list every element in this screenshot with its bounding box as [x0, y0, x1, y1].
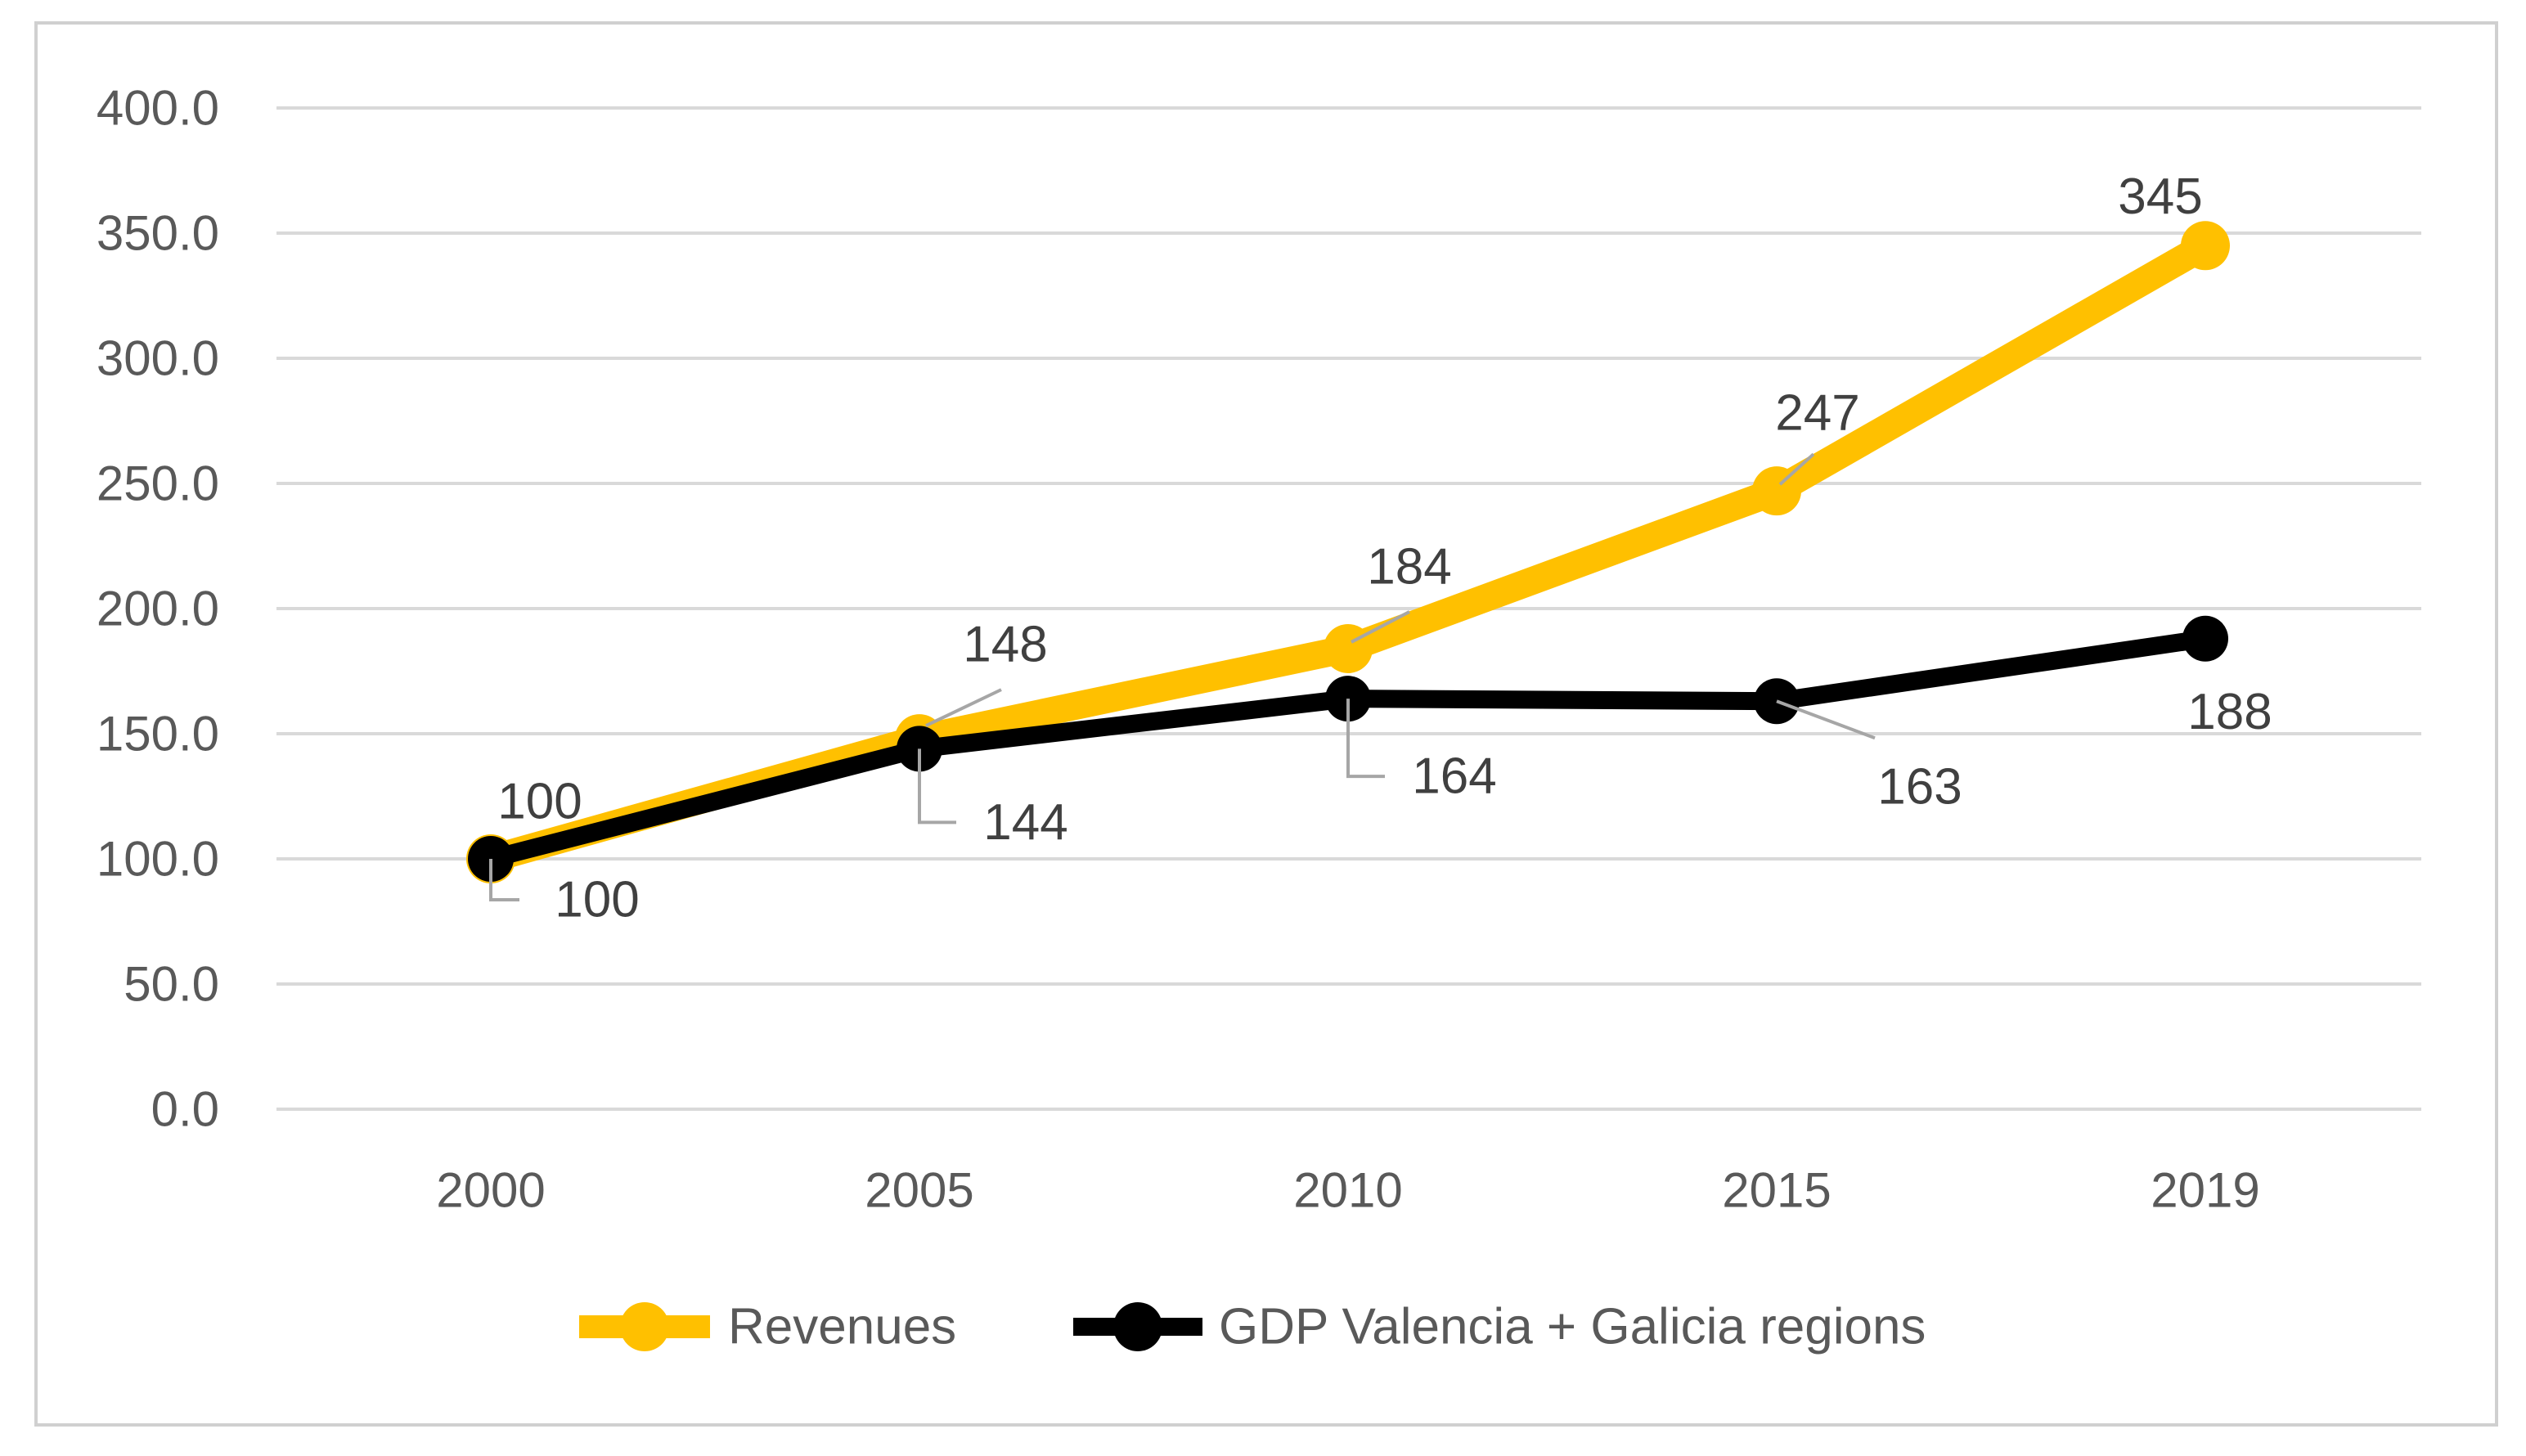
leader-line [1778, 452, 1815, 486]
y-tick-label: 50.0 [124, 957, 219, 1012]
data-point [1324, 623, 1373, 673]
data-point [1752, 466, 1801, 516]
legend-marker [620, 1302, 669, 1351]
data-label: 188 [2187, 684, 2272, 740]
y-tick-label: 250.0 [97, 456, 219, 511]
chart-frame [34, 21, 2498, 1427]
leader-line [1351, 610, 1410, 644]
y-tick-label: 200.0 [97, 582, 219, 636]
data-label: 163 [1877, 759, 1962, 816]
data-label: 148 [963, 617, 1047, 673]
data-label: 247 [1775, 385, 1859, 442]
data-label: 100 [497, 774, 582, 830]
data-point [2182, 615, 2228, 662]
legend-label: GDP Valencia + Galicia regions [1219, 1299, 1926, 1355]
legend-label: Revenues [728, 1299, 956, 1355]
data-label: 164 [1412, 748, 1496, 805]
data-label: 345 [2118, 169, 2202, 225]
leader-line [1346, 699, 1385, 779]
y-tick-label: 0.0 [151, 1082, 219, 1137]
leader-line [489, 859, 519, 901]
y-tick-label: 400.0 [97, 81, 219, 136]
data-label: 184 [1367, 538, 1451, 595]
y-tick-label: 300.0 [97, 331, 219, 386]
y-tick-label: 150.0 [97, 707, 219, 762]
legend-marker [1113, 1302, 1162, 1351]
data-label: 144 [983, 794, 1067, 851]
y-tick-label: 100.0 [97, 832, 219, 887]
x-tick-label: 2000 [436, 1163, 545, 1218]
x-tick-label: 2015 [1722, 1163, 1831, 1218]
x-tick-label: 2005 [865, 1163, 973, 1218]
x-tick-label: 2019 [2151, 1163, 2259, 1218]
leader-line [925, 688, 1002, 727]
leader-line [918, 748, 956, 825]
data-label: 100 [555, 872, 639, 928]
y-tick-label: 350.0 [97, 206, 219, 261]
data-point [2181, 221, 2230, 271]
leader-line [1776, 699, 1876, 740]
x-tick-label: 2010 [1293, 1163, 1402, 1218]
